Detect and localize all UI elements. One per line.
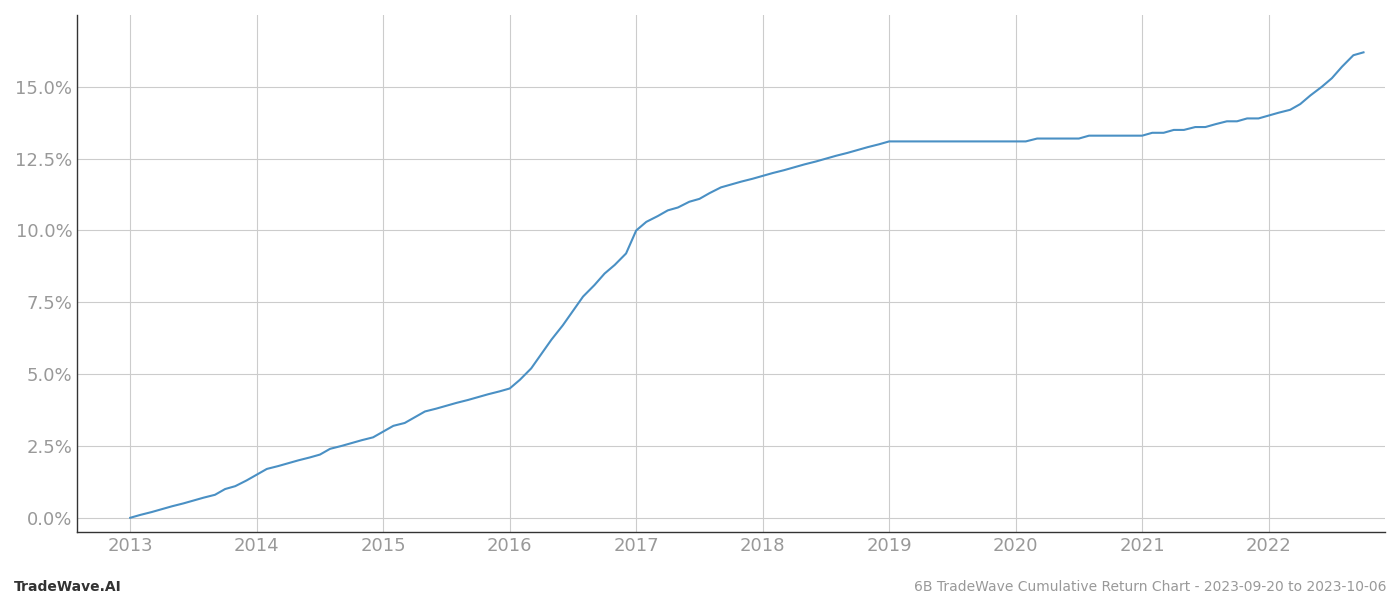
Text: 6B TradeWave Cumulative Return Chart - 2023-09-20 to 2023-10-06: 6B TradeWave Cumulative Return Chart - 2… <box>913 580 1386 594</box>
Text: TradeWave.AI: TradeWave.AI <box>14 580 122 594</box>
